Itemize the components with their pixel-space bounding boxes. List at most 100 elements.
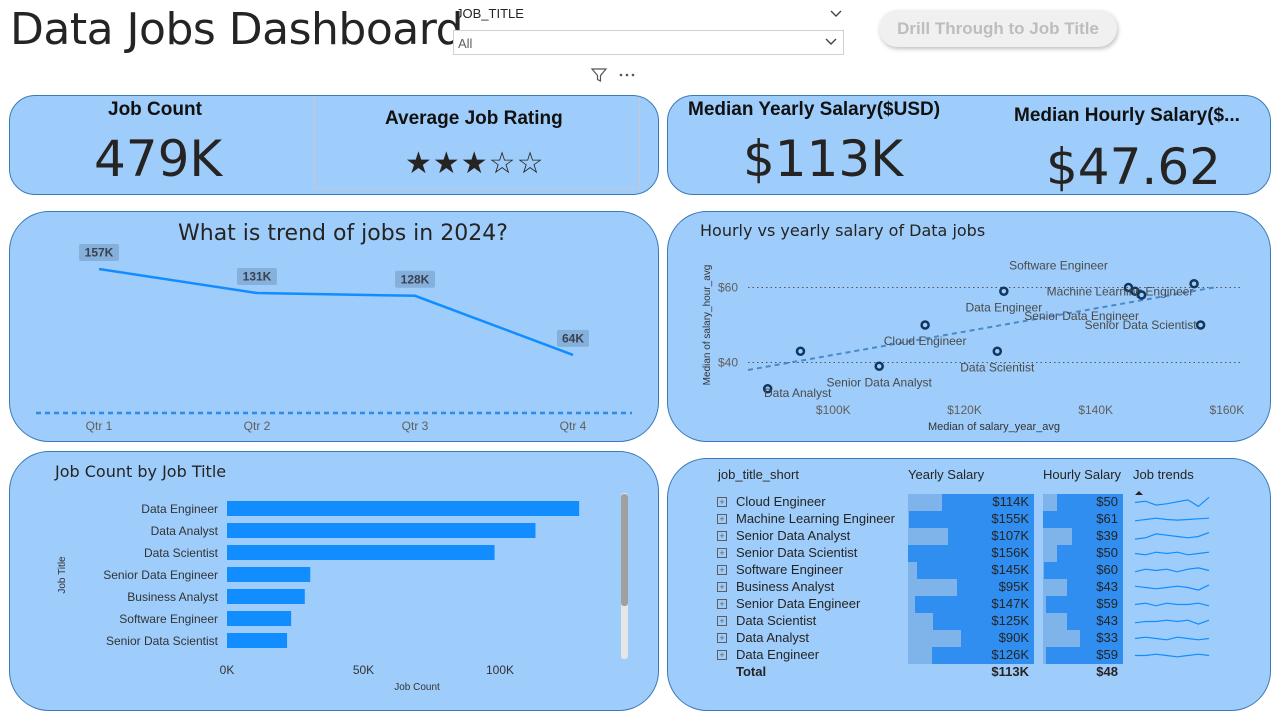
trend-x-tick: Qtr 1: [86, 419, 113, 433]
expand-plus-icon[interactable]: +: [717, 565, 727, 575]
col-header-job-title[interactable]: job_title_short: [718, 467, 799, 482]
scatter-y-tick: $40: [718, 356, 738, 370]
bar-data-engineer[interactable]: [227, 501, 580, 516]
col-header-yearly[interactable]: Yearly Salary: [908, 467, 985, 482]
filter-icon[interactable]: [590, 66, 608, 89]
more-options-icon[interactable]: [618, 66, 636, 89]
job-trend-sparkline: [1134, 636, 1210, 641]
job-trend-sparkline: [1134, 619, 1210, 625]
expand-plus-icon[interactable]: +: [717, 599, 727, 609]
table-row[interactable]: + Software Engineer $145K $60: [713, 562, 1213, 579]
scatter-point[interactable]: [1136, 290, 1147, 300]
yearly-salary-bar: [957, 579, 1034, 596]
yearly-salary-value: $125K: [991, 613, 1029, 628]
bar-scrollbar-thumb[interactable]: [621, 494, 628, 606]
trend-x-tick: Qtr 4: [560, 419, 587, 433]
row-job-title: Data Scientist: [736, 613, 817, 628]
yearly-salary-value: $126K: [991, 647, 1029, 662]
yearly-salary-bar: [933, 613, 1034, 630]
trend-series-line: [98, 267, 574, 357]
row-job-title: Senior Data Engineer: [736, 596, 861, 611]
job-count-value: 479K: [94, 130, 223, 188]
bar-senior-data-scientist[interactable]: [227, 633, 288, 648]
bar-x-tick: 0K: [220, 663, 235, 677]
scatter-point[interactable]: [1195, 320, 1206, 330]
scatter-point[interactable]: [795, 346, 806, 356]
hourly-salary-value: $39: [1096, 528, 1118, 543]
scatter-point[interactable]: [874, 361, 884, 371]
bar-data-analyst[interactable]: [227, 523, 536, 538]
expand-plus-icon[interactable]: +: [717, 616, 727, 626]
job-title-slicer[interactable]: JOB_TITLE All: [453, 4, 845, 56]
job-trend-sparkline: [1134, 602, 1210, 607]
scatter-point-label: Cloud Engineer: [884, 334, 967, 348]
scatter-point[interactable]: [999, 286, 1009, 296]
total-yearly-value: $113K: [991, 664, 1029, 679]
yearly-salary-value: $107K: [991, 528, 1029, 543]
expand-plus-icon[interactable]: +: [717, 650, 727, 660]
median-yearly-label: Median Yearly Salary($USD): [688, 99, 941, 120]
total-hourly-value: $48: [1096, 664, 1118, 679]
expand-plus-icon[interactable]: +: [717, 633, 727, 643]
job-trend-sparkline: [1134, 496, 1210, 508]
row-job-title: Senior Data Analyst: [736, 528, 851, 543]
scatter-point[interactable]: [762, 384, 773, 394]
scatter-y-tick: $60: [718, 281, 738, 295]
col-header-hourly[interactable]: Hourly Salary: [1043, 467, 1122, 482]
chevron-down-icon[interactable]: [829, 6, 843, 24]
bar-chart-svg: Data Engineer Data Analyst Data Scientist S…: [57, 493, 628, 693]
bar-category-label: Business Analyst: [127, 590, 218, 604]
bar-x-tick: 50K: [353, 663, 374, 677]
chevron-down-icon[interactable]: [824, 35, 838, 53]
expand-plus-icon[interactable]: +: [717, 514, 727, 524]
expand-plus-icon[interactable]: +: [717, 497, 727, 507]
expand-plus-icon[interactable]: +: [717, 548, 727, 558]
avg-rating-label: Average Job Rating: [385, 108, 563, 129]
bar-software-engineer[interactable]: [227, 611, 292, 626]
row-job-title: Machine Learning Engineer: [736, 511, 895, 526]
scatter-point[interactable]: [1130, 286, 1140, 296]
sparkline-path: [1134, 551, 1210, 556]
table-row[interactable]: + Machine Learning Engineer $155K $61: [713, 511, 1213, 528]
trend-data-label: 128K: [401, 272, 430, 286]
yearly-salary-bar: [908, 545, 1034, 562]
trend-data-label-bg: [395, 270, 435, 288]
hourly-salary-value: $50: [1096, 545, 1118, 560]
scatter-point-label: Senior Data Scientist: [1085, 318, 1198, 332]
table-row[interactable]: + Senior Data Analyst $107K $39: [713, 528, 1213, 545]
visual-header-icons: [590, 66, 638, 84]
bar-category-label: Data Scientist: [144, 546, 219, 560]
drill-through-button[interactable]: Drill Through to Job Title: [879, 10, 1117, 47]
scatter-point[interactable]: [920, 320, 930, 330]
scatter-point-label: Data Scientist: [960, 360, 1035, 374]
scatter-point[interactable]: [1189, 279, 1199, 289]
hourly-salary-bar: [1045, 596, 1123, 613]
yearly-salary-bar: [916, 562, 1034, 579]
row-job-title: Senior Data Scientist: [736, 545, 858, 560]
table-row[interactable]: + Business Analyst $95K $43: [713, 579, 1213, 596]
rating-visual-frame[interactable]: [314, 96, 640, 189]
table-row[interactable]: + Data Scientist $125K $43: [713, 613, 1213, 630]
bar-senior-data-engineer[interactable]: [227, 567, 311, 582]
table-row[interactable]: + Data Engineer $126K $59: [713, 647, 1213, 664]
scatter-point[interactable]: [992, 346, 1003, 356]
yearly-salary-value: $114K: [992, 494, 1029, 509]
bar-data-scientist[interactable]: [227, 545, 495, 560]
bar-business-analyst[interactable]: [227, 589, 305, 604]
scatter-point-label: Data Analyst: [764, 386, 832, 400]
table-row[interactable]: + Cloud Engineer $114K $50: [713, 494, 1213, 511]
slicer-dropdown[interactable]: All: [453, 30, 844, 55]
expand-plus-icon[interactable]: +: [717, 531, 727, 541]
scatter-point[interactable]: [1123, 282, 1134, 293]
scatter-y-axis-label: Median of salary_hour_avg: [702, 265, 713, 386]
yearly-salary-value: $90K: [998, 630, 1029, 645]
trend-chart-title: What is trend of jobs in 2024?: [178, 221, 508, 246]
table-row[interactable]: + Senior Data Scientist $156K $50: [713, 545, 1213, 562]
bar-category-label: Senior Data Scientist: [106, 634, 219, 648]
scatter-point-label: Senior Data Analyst: [826, 375, 932, 389]
table-row[interactable]: + Data Analyst $90K $33: [713, 630, 1213, 647]
expand-plus-icon[interactable]: +: [717, 582, 727, 592]
table-row[interactable]: + Senior Data Engineer $147K $59: [713, 596, 1213, 613]
col-header-trends[interactable]: Job trends: [1133, 467, 1194, 482]
